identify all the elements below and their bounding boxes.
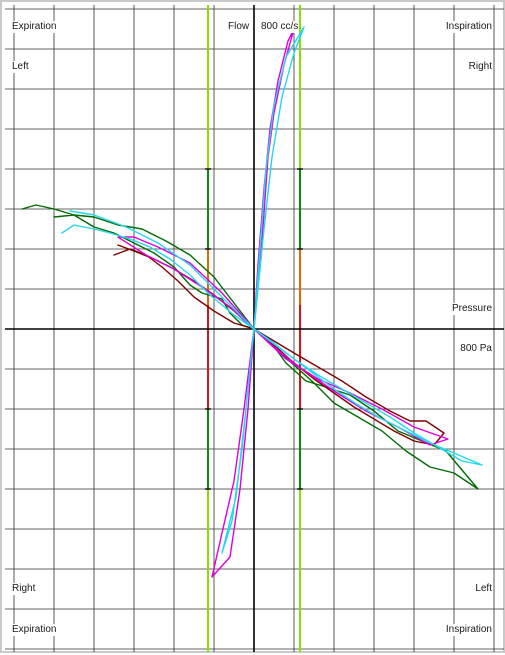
bottom-right-label-inspiration: Inspiration — [444, 624, 493, 636]
top-right-label-inspiration: Inspiration — [444, 21, 493, 33]
series-line-2 — [113, 244, 445, 446]
top-right-label-right: Right — [467, 61, 493, 73]
series-line-4 — [61, 26, 483, 554]
data-series — [21, 26, 483, 578]
bottom-left-label-expiration: Expiration — [11, 624, 58, 636]
pressure-scale-label: 800 Pa — [459, 343, 493, 355]
flow-axis-label: Flow — [227, 21, 251, 33]
top-left-label-expiration: Expiration — [11, 21, 58, 33]
bottom-left-label-right: Right — [11, 583, 37, 595]
series-line-1 — [21, 204, 479, 490]
series-line-3 — [117, 28, 449, 578]
pressure-axis-label: Pressure — [450, 303, 493, 315]
bottom-right-label-left: Left — [474, 583, 493, 595]
flow-scale-label: 800 cc/s — [260, 21, 300, 33]
top-left-label-left: Left — [11, 61, 30, 73]
